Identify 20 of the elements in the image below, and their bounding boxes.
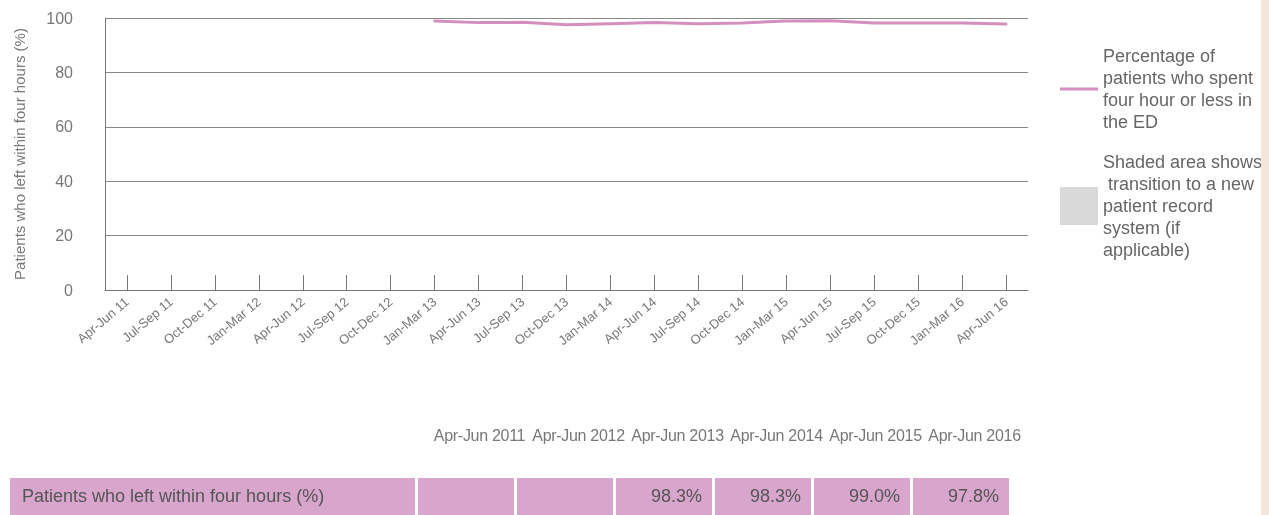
text: Apr-Jun 2016 — [927, 426, 1022, 446]
y-tick-label: 80 — [55, 63, 74, 81]
text: Apr-Jun 2014 — [729, 426, 824, 446]
y-tick-label: 40 — [55, 172, 74, 190]
y-axis-title: Patients who left within four hours (%) — [11, 28, 28, 280]
y-tick-label: 0 — [64, 281, 74, 299]
y-tick-label: 60 — [55, 118, 74, 136]
legend-label: Shaded area shows transition to a new patient record system (if applicable) — [1103, 152, 1263, 260]
legend-label: Percentage of patients who spent four hour or less in the ED — [1103, 46, 1259, 132]
text: 99.0% — [814, 478, 910, 515]
text: 98.3% — [715, 478, 811, 515]
y-tick-label: 100 — [46, 9, 74, 27]
text: 98.3% — [616, 478, 712, 515]
text: Apr-Jun 2015 — [828, 426, 923, 446]
y-tick-label: 20 — [55, 227, 74, 245]
text: Apr-Jun 2012 — [531, 426, 626, 446]
text: Patients who left within four hours (%) — [10, 478, 415, 515]
text: 97.8% — [913, 478, 1009, 515]
text: Apr-Jun 2011 — [432, 426, 527, 446]
text: Apr-Jun 2013 — [630, 426, 725, 446]
